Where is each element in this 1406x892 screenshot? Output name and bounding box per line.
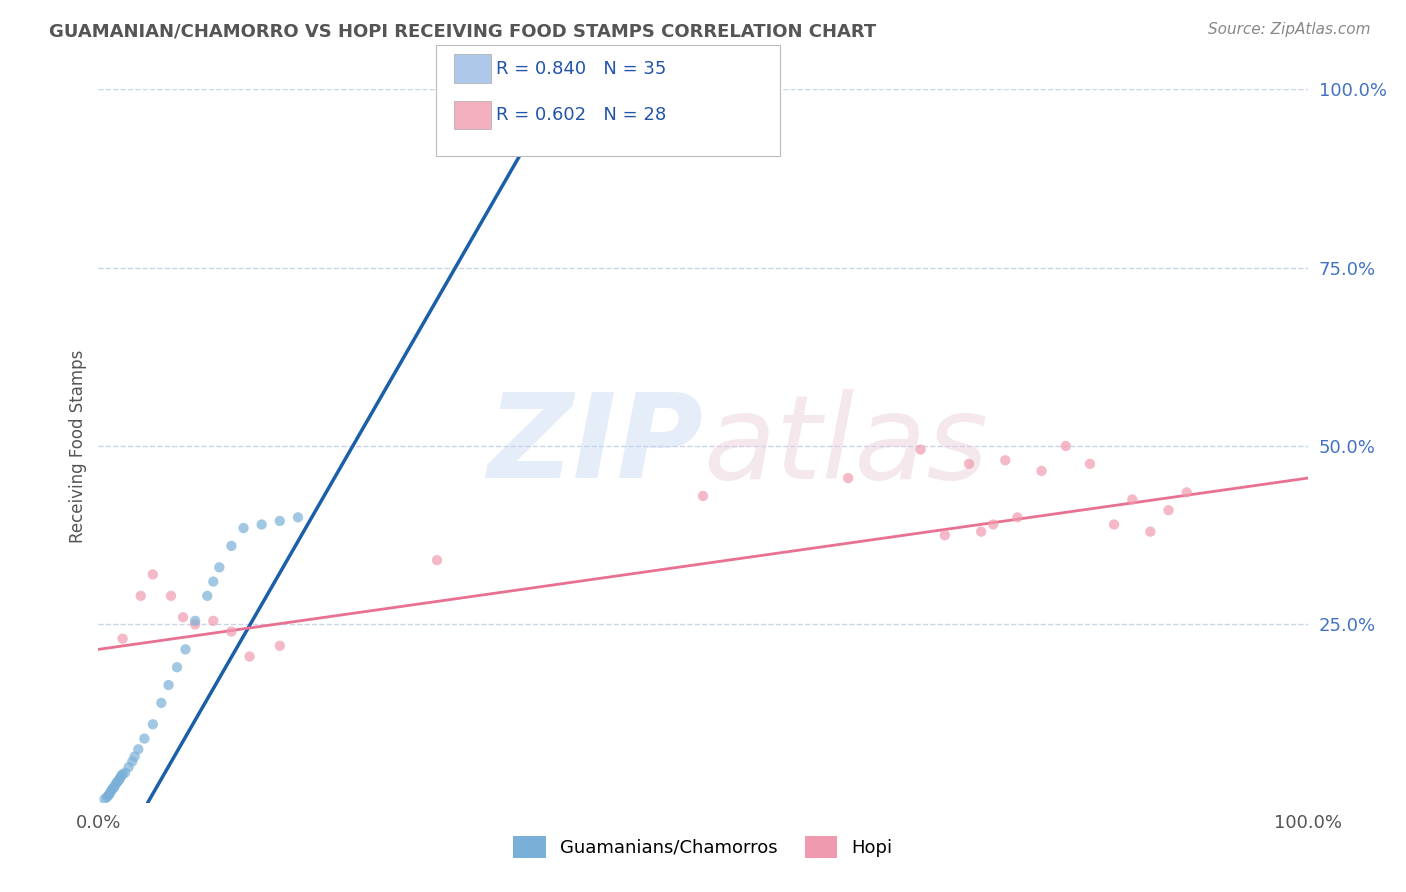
Point (124, 749, 146, 764)
Point (96, 790, 118, 805)
Point (101, 781, 124, 796)
Point (1007, 510, 1029, 524)
Point (172, 610, 194, 624)
Point (1078, 457, 1101, 471)
Point (97, 789, 120, 803)
Point (1121, 492, 1143, 507)
Point (239, 649, 262, 664)
Point (208, 560, 231, 574)
Point (184, 617, 207, 632)
Point (104, 778, 127, 792)
Point (118, 760, 141, 774)
Y-axis label: Receiving Food Stamps: Receiving Food Stamps (69, 350, 87, 542)
Point (98, 787, 121, 801)
Point (195, 589, 218, 603)
Point (121, 755, 143, 769)
Point (150, 696, 173, 710)
Point (202, 614, 225, 628)
Text: Source: ZipAtlas.com: Source: ZipAtlas.com (1208, 22, 1371, 37)
Point (103, 780, 125, 794)
Point (129, 589, 152, 603)
Point (221, 539, 243, 553)
Point (134, 731, 156, 746)
Point (110, 769, 132, 783)
Point (160, 589, 183, 603)
Point (202, 574, 225, 589)
Point (174, 642, 197, 657)
Point (184, 614, 207, 628)
Point (269, 514, 291, 528)
Point (142, 717, 165, 731)
Point (981, 517, 1004, 532)
Point (157, 678, 180, 692)
Point (232, 521, 254, 535)
Point (692, 489, 714, 503)
Point (100, 785, 122, 799)
Point (269, 639, 291, 653)
Point (111, 632, 134, 646)
Point (1157, 503, 1180, 517)
Text: R = 0.840   N = 35: R = 0.840 N = 35 (496, 60, 666, 78)
Point (142, 567, 165, 582)
Point (107, 774, 129, 789)
Point (287, 510, 309, 524)
Point (166, 660, 188, 674)
Legend: Guamanians/Chamorros, Hopi: Guamanians/Chamorros, Hopi (506, 829, 900, 865)
Point (1175, 485, 1198, 500)
Point (108, 772, 131, 787)
Point (111, 767, 134, 781)
Point (934, 528, 956, 542)
Point (1031, 464, 1053, 478)
Point (100, 783, 122, 797)
Point (1139, 524, 1161, 539)
Text: atlas: atlas (703, 389, 988, 503)
Text: R = 0.602   N = 28: R = 0.602 N = 28 (496, 106, 666, 124)
Text: GUAMANIAN/CHAMORRO VS HOPI RECEIVING FOOD STAMPS CORRELATION CHART: GUAMANIAN/CHAMORRO VS HOPI RECEIVING FOO… (49, 22, 876, 40)
Point (957, 457, 980, 471)
Point (910, 442, 932, 457)
Point (994, 453, 1017, 467)
Point (114, 765, 136, 780)
Point (426, 553, 449, 567)
Point (1054, 439, 1077, 453)
Point (221, 624, 243, 639)
Point (970, 524, 993, 539)
Text: ZIP: ZIP (486, 389, 703, 503)
Point (837, 471, 859, 485)
Point (127, 742, 149, 756)
Point (108, 771, 131, 785)
Point (105, 776, 128, 790)
Point (1102, 517, 1125, 532)
Point (250, 517, 273, 532)
Point (93, 792, 115, 806)
